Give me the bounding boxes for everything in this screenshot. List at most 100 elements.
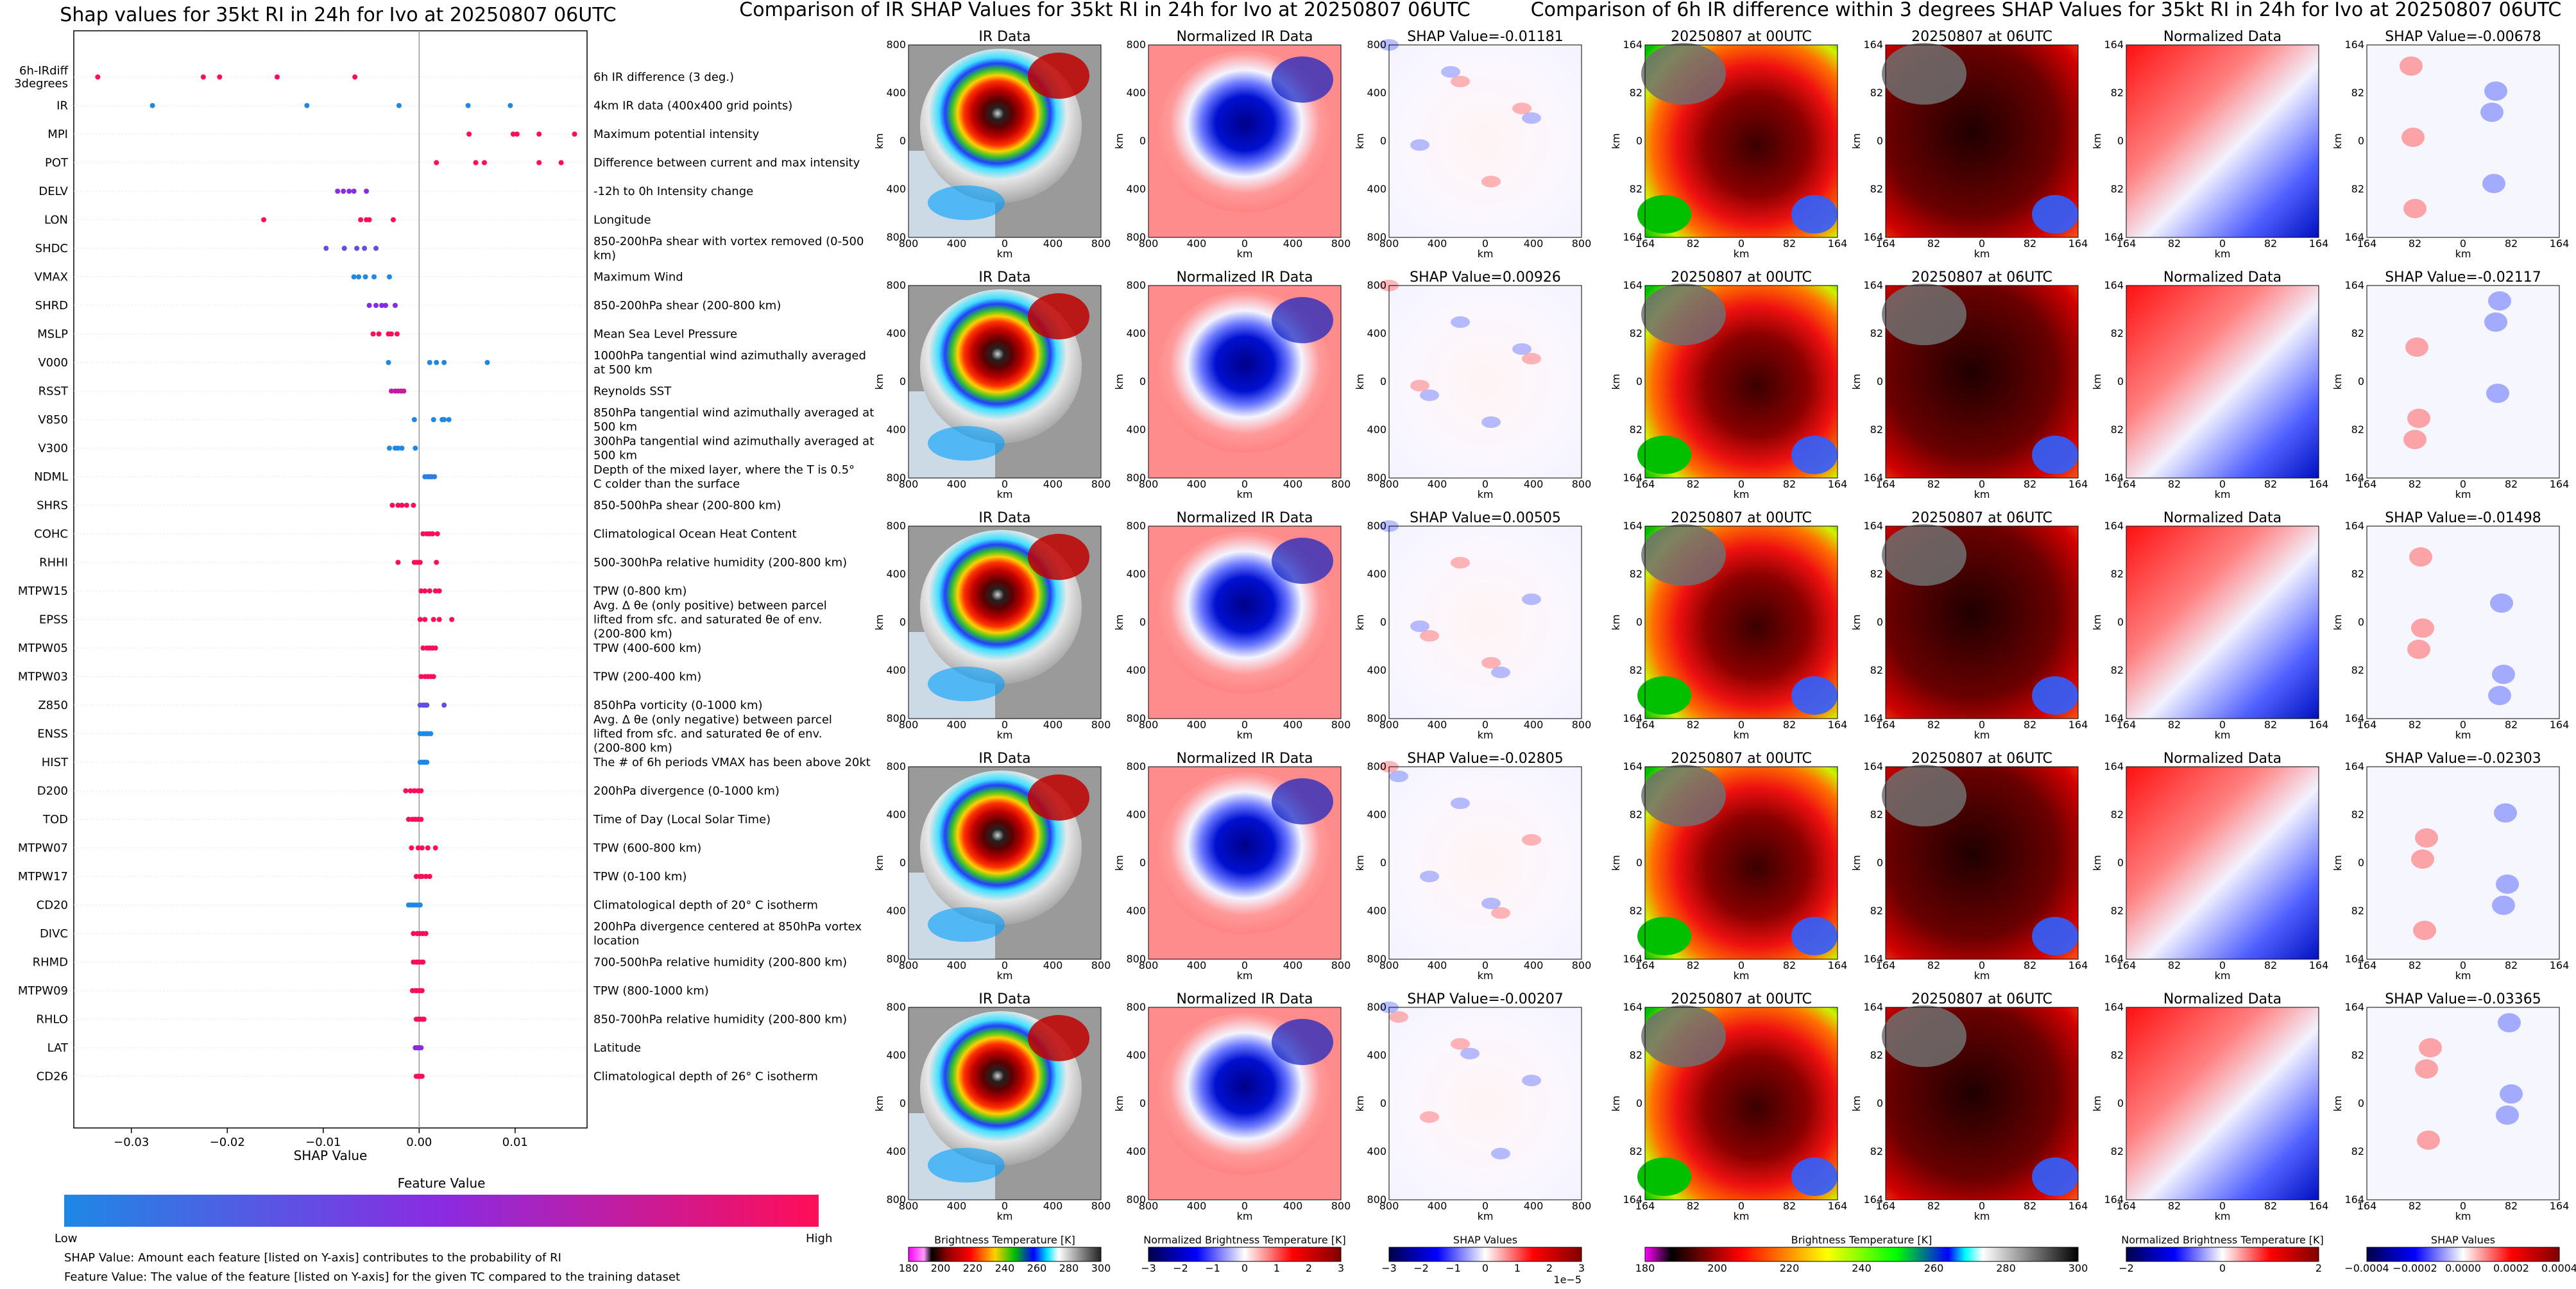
panel-x-tick: 400	[947, 959, 967, 971]
panel-y-tick: 0	[2358, 375, 2364, 388]
feature-label: LAT	[47, 1041, 69, 1055]
panel-x-tick: 164	[2357, 1200, 2377, 1212]
panel-frame	[908, 1007, 1102, 1200]
feature-description-line: (200-800 km)	[593, 627, 672, 641]
panel-x-tick: 82	[1927, 959, 1940, 971]
shap-dot	[466, 132, 472, 137]
summary-title: Shap values for 35kt RI in 24h for Ivo a…	[60, 4, 616, 26]
panel-frame	[1148, 44, 1342, 238]
panel-y-tick: 0	[1139, 616, 1146, 628]
feature-label: SHRS	[37, 499, 68, 513]
panel-x-tick: 164	[2357, 959, 2377, 971]
feature-description-line: 850-200hPa shear (200-800 km)	[593, 299, 781, 312]
panel-y-tick: 400	[1367, 87, 1386, 99]
diff-shap-blob	[2409, 547, 2432, 567]
shap-dot	[434, 531, 440, 536]
feature-description-line: 850hPa tangential wind azimuthally avera…	[593, 406, 874, 420]
shap-dot	[431, 617, 436, 622]
shap-dot	[413, 874, 419, 879]
panel-x-tick: 0	[1002, 959, 1008, 971]
panel-x-tick: 164	[1876, 478, 1896, 490]
panel-x-tick: 82	[2168, 959, 2181, 971]
diff-shap-blob	[2401, 128, 2425, 147]
panel-y-tick: 0	[2117, 616, 2124, 628]
panel-y-tick: 164	[1623, 520, 1642, 532]
panel-x-tick: 800	[1572, 719, 1592, 731]
shap-dot	[419, 1073, 425, 1079]
panel-x-tick: 0	[1738, 1200, 1744, 1212]
shap-dot	[392, 303, 398, 308]
panel-y-tick: 164	[2344, 1001, 2364, 1013]
panel-x-tick: 82	[2168, 478, 2181, 490]
diff-shap-blob	[2496, 875, 2519, 894]
panel-y-tick: 0	[1139, 135, 1146, 147]
colorbar-tick: 300	[1091, 1262, 1111, 1274]
panel-x-tick: 400	[1428, 478, 1447, 490]
panel-y-tick: 800	[886, 760, 906, 773]
panel-y-tick: 82	[2351, 327, 2364, 339]
shap-blob	[1491, 907, 1510, 919]
panel-y-tick: 400	[1126, 87, 1146, 99]
feature-description: 1000hPa tangential wind azimuthally aver…	[593, 349, 866, 377]
storm-band-ne	[1028, 1015, 1089, 1061]
shap-blob	[1420, 630, 1439, 642]
panel-x-tick: 82	[2409, 237, 2421, 250]
shap-dot	[376, 331, 382, 337]
feature-description-line: TPW (0-800 km)	[593, 585, 687, 598]
panel-x-tick: 0	[1482, 719, 1488, 731]
shap-dot	[373, 303, 379, 308]
colorbar-tick: 1	[1514, 1262, 1521, 1274]
shap-dot	[323, 246, 329, 251]
panel-y-tick: 800	[1367, 279, 1386, 291]
panel-y-tick: 400	[886, 423, 906, 436]
panel-x-tick: 400	[1524, 1200, 1544, 1212]
panel-y-tick: 0	[900, 857, 906, 869]
panel-x-tick: 0	[2219, 719, 2226, 731]
panel-x-label: km	[1478, 488, 1494, 500]
shap-blob	[1481, 176, 1501, 187]
panel-y-tick: 164	[2104, 760, 2124, 773]
panel-x-tick: 164	[2309, 1200, 2329, 1212]
panel-x-label: km	[1734, 969, 1750, 982]
feature-description-line: 500-300hPa relative humidity (200-800 km…	[593, 556, 847, 570]
colorbar-tick: 260	[1027, 1262, 1047, 1274]
panel-y-tick: 800	[1367, 38, 1386, 51]
blue-patch	[1791, 436, 1838, 474]
feature-description: TPW (800-1000 km)	[593, 984, 709, 998]
shap-dot	[449, 617, 455, 622]
panel-x-tick: 164	[2309, 478, 2329, 490]
shap-dot	[352, 74, 358, 80]
feature-description-line: 500 km	[593, 449, 637, 463]
panel-y-label: km	[1850, 615, 1863, 631]
panel-x-label: km	[2455, 969, 2471, 982]
panel-x-tick: 0	[1738, 959, 1744, 971]
feature-label-part: 6h-IRdiff	[19, 64, 69, 78]
panel-x-tick: 82	[1687, 237, 1700, 250]
diff-panel-title: 20250807 at 00UTC	[1671, 991, 1812, 1007]
feature-description: 850-500hPa shear (200-800 km)	[593, 499, 781, 513]
panel-x-tick: 82	[2168, 719, 2181, 731]
panel-x-tick: 0	[1241, 237, 1248, 250]
shap-blob	[1512, 343, 1531, 355]
feature-label: SHDC	[35, 242, 68, 255]
colorbar	[1388, 1247, 1582, 1262]
feature-description-line: C colder than the surface	[593, 477, 740, 491]
panel-x-tick: 82	[1783, 959, 1796, 971]
feature-label: LON	[44, 214, 68, 227]
panel-y-tick: 82	[2351, 423, 2364, 436]
shap-dot	[404, 502, 409, 508]
shap-blob	[1522, 112, 1541, 124]
panel-y-label: km	[1610, 615, 1622, 631]
panel-x-tick: 164	[1876, 959, 1896, 971]
panel-y-tick: 0	[1380, 135, 1386, 147]
panel-x-tick: 0	[1738, 478, 1744, 490]
diff-shap-background	[2367, 767, 2559, 959]
panel-y-tick: 800	[886, 231, 906, 243]
shap-dot	[430, 531, 436, 536]
shap-dot	[366, 217, 372, 223]
norm-band-ne	[1272, 538, 1333, 584]
feature-description: TPW (200-400 km)	[593, 670, 701, 684]
shap-dot	[423, 931, 429, 936]
